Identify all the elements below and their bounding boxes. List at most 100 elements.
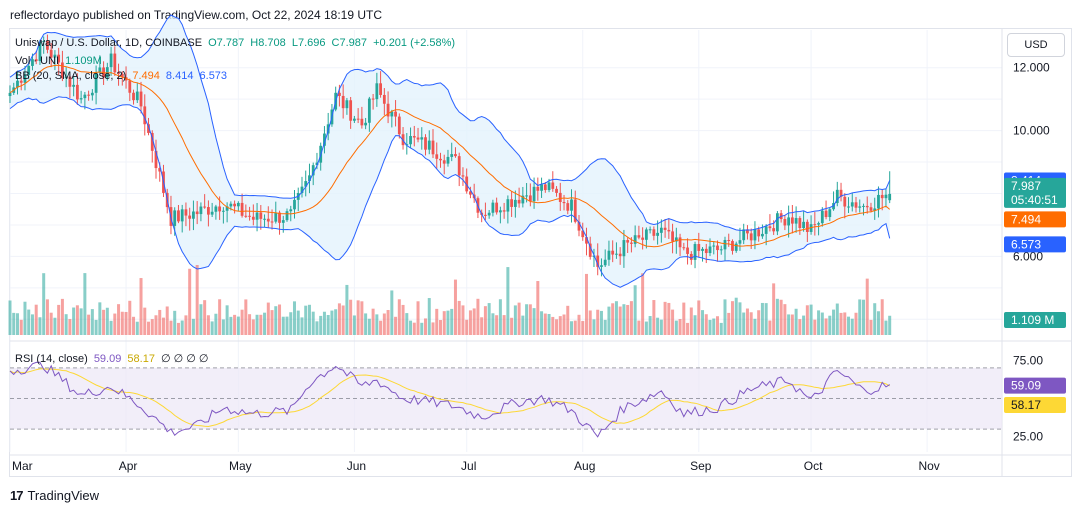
candle-body bbox=[888, 193, 892, 201]
volume-bar bbox=[341, 305, 345, 335]
candle-body bbox=[749, 233, 753, 241]
volume-bar bbox=[693, 315, 697, 335]
volume-bar bbox=[390, 290, 394, 335]
candle-body bbox=[828, 209, 832, 218]
candle-body bbox=[835, 189, 839, 204]
symbol-title[interactable]: Uniswap / U.S. Dollar, 1D, COINBASE bbox=[15, 37, 203, 49]
volume-bar bbox=[592, 319, 596, 335]
candle-body bbox=[615, 253, 618, 255]
volume-title[interactable]: Vol · UNI bbox=[15, 55, 60, 67]
candle-body bbox=[311, 165, 315, 176]
candle-body bbox=[843, 196, 847, 207]
volume-bar bbox=[143, 307, 147, 335]
volume-bar bbox=[8, 300, 12, 335]
volume-bar bbox=[117, 304, 121, 335]
volume-bar bbox=[495, 315, 499, 335]
volume-bar bbox=[745, 308, 749, 335]
volume-bar bbox=[772, 283, 776, 335]
volume-bar bbox=[536, 281, 540, 335]
candle-body bbox=[147, 124, 150, 133]
candle-body bbox=[517, 199, 521, 204]
candle-body bbox=[555, 188, 558, 193]
candle-body bbox=[31, 59, 34, 66]
volume-bar bbox=[169, 320, 173, 335]
volume-bar bbox=[352, 315, 356, 335]
time-axis-tick-label: Aug bbox=[574, 459, 595, 473]
rsi-title[interactable]: RSI (14, close) bbox=[15, 353, 88, 365]
volume-bar bbox=[53, 317, 57, 335]
volume-bar bbox=[843, 312, 847, 335]
candle-body bbox=[195, 211, 199, 215]
legend-close: C7.987 bbox=[331, 37, 368, 49]
candle-body bbox=[746, 229, 749, 234]
volume-bar bbox=[450, 308, 454, 335]
candle-body bbox=[682, 247, 686, 249]
candle-body bbox=[704, 248, 708, 254]
candle-body bbox=[23, 74, 27, 83]
volume-bar bbox=[682, 302, 686, 335]
rsi-value-label-bg bbox=[1004, 377, 1066, 394]
candle-body bbox=[525, 195, 528, 197]
volume-bar bbox=[409, 320, 413, 335]
candle-body bbox=[873, 208, 877, 211]
volume-bar bbox=[315, 321, 319, 335]
main-legend: Uniswap / U.S. Dollar, 1D, COINBASE O7.7… bbox=[15, 37, 458, 49]
volume-bar bbox=[102, 309, 106, 335]
candle-body bbox=[787, 217, 791, 226]
volume-bar bbox=[847, 316, 851, 335]
candle-body bbox=[626, 240, 630, 243]
tradingview-logo-icon[interactable]: 17 bbox=[10, 488, 24, 503]
bollinger-lower-line bbox=[9, 96, 891, 288]
legend-change: +0.201 (+2.58%) bbox=[373, 37, 456, 49]
candle-body bbox=[790, 217, 794, 224]
volume-value: 1.109M bbox=[65, 55, 102, 67]
rsi-axis-tick-label: 75.00 bbox=[1013, 353, 1043, 367]
volume-bar bbox=[712, 318, 716, 335]
candle-body bbox=[607, 250, 611, 260]
volume-bar bbox=[775, 298, 779, 335]
candle-body bbox=[379, 83, 382, 95]
volume-bar bbox=[424, 318, 428, 335]
candle-body bbox=[491, 202, 495, 213]
candle-body bbox=[49, 49, 53, 58]
rsi-value-label: 59.09 bbox=[1011, 379, 1041, 393]
volume-bar bbox=[641, 273, 645, 335]
candle-body bbox=[233, 203, 237, 207]
volume-bar bbox=[64, 314, 68, 335]
volume-bar bbox=[817, 310, 821, 335]
candle-body bbox=[199, 206, 203, 215]
candle-body bbox=[644, 229, 648, 240]
volume-bar bbox=[120, 311, 124, 335]
volume-bar bbox=[60, 298, 64, 335]
candle-body bbox=[34, 59, 38, 62]
volume-bar bbox=[150, 319, 154, 335]
bb-upper: 8.414 bbox=[165, 70, 194, 82]
last-price-label: 05:40:51 bbox=[1011, 193, 1058, 207]
candle-body bbox=[693, 244, 697, 260]
volume-bar bbox=[292, 301, 296, 335]
rsi-value: 59.09 bbox=[93, 353, 122, 365]
volume-bar bbox=[487, 303, 491, 335]
candle-body bbox=[783, 219, 787, 226]
volume-bar bbox=[68, 319, 72, 335]
volume-bar bbox=[727, 312, 731, 335]
currency-selector[interactable]: USD bbox=[1007, 33, 1065, 57]
candle-body bbox=[98, 67, 102, 73]
candle-body bbox=[16, 80, 19, 88]
volume-bar bbox=[884, 320, 888, 335]
volume-bar bbox=[274, 306, 278, 335]
time-axis-tick-label: Jun bbox=[347, 459, 366, 473]
brand-name[interactable]: TradingView bbox=[27, 488, 100, 503]
candle-body bbox=[671, 231, 674, 242]
volume-bar bbox=[513, 305, 517, 335]
volume-bar bbox=[19, 319, 23, 335]
candle-body bbox=[19, 80, 23, 83]
bb-title[interactable]: BB (20, SMA, close, 2) bbox=[15, 70, 127, 82]
candle-body bbox=[543, 184, 547, 191]
volume-bar bbox=[637, 320, 641, 335]
candle-body bbox=[641, 237, 645, 240]
candle-body bbox=[154, 150, 158, 169]
volume-bar bbox=[34, 304, 38, 335]
candle-body bbox=[663, 227, 667, 230]
